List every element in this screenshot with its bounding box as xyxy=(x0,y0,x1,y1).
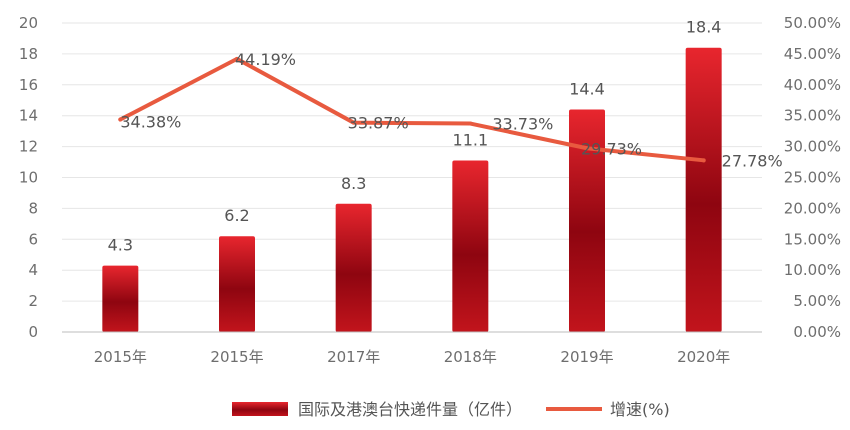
bar xyxy=(569,109,605,333)
line-point xyxy=(351,120,356,125)
right-axis-tick-label: 5.00% xyxy=(793,292,841,310)
x-axis-tick-label: 2015年 xyxy=(210,348,263,366)
line-data-label: 33.73% xyxy=(492,115,553,134)
line-point xyxy=(118,117,123,122)
left-y-axis: 0 2 4 6 8 10 12 14 16 18 20 xyxy=(19,14,38,341)
line-data-label: 27.78% xyxy=(722,151,783,170)
bar-data-label: 6.2 xyxy=(224,206,249,225)
legend-label-bars: 国际及港澳台快递件量（亿件） xyxy=(298,400,522,419)
line-series: 34.38% 44.19% 33.87% 33.73% 29.73% 27.78% xyxy=(118,50,783,170)
growth-rate-line xyxy=(118,56,706,163)
bar xyxy=(219,236,255,332)
bar-series: 4.3 6.2 8.3 11.1 14.4 18.4 xyxy=(102,18,722,333)
left-axis-tick-label: 16 xyxy=(19,76,38,94)
left-axis-tick-label: 14 xyxy=(19,107,38,125)
gridlines xyxy=(62,22,762,333)
bar-data-label: 18.4 xyxy=(686,18,722,37)
line-data-label: 29.73% xyxy=(581,139,642,158)
bar xyxy=(102,265,139,332)
x-axis-tick-label: 2017年 xyxy=(327,348,380,366)
left-axis-tick-label: 10 xyxy=(19,169,38,187)
right-axis-tick-label: 25.00% xyxy=(784,169,841,187)
x-axis: 2015年 2015年 2017年 2018年 2019年 2020年 xyxy=(62,331,762,366)
right-axis-tick-label: 10.00% xyxy=(784,261,841,279)
legend: 国际及港澳台快递件量（亿件） 增速(%) xyxy=(232,400,670,419)
left-axis-tick-label: 2 xyxy=(28,292,38,310)
right-axis-tick-label: 40.00% xyxy=(784,76,841,94)
x-axis-tick-label: 2019年 xyxy=(560,348,613,366)
left-axis-tick-label: 4 xyxy=(28,261,38,279)
right-axis-tick-label: 45.00% xyxy=(784,45,841,63)
bar-data-label: 11.1 xyxy=(453,131,489,150)
right-y-axis: 0.00% 5.00% 10.00% 15.00% 20.00% 25.00% 30.00%… xyxy=(784,14,841,341)
bar-data-label: 8.3 xyxy=(341,174,366,193)
x-axis-tick-label: 2018年 xyxy=(444,348,497,366)
right-axis-tick-label: 30.00% xyxy=(784,138,841,156)
right-axis-tick-label: 0.00% xyxy=(793,323,841,341)
left-axis-tick-label: 8 xyxy=(28,199,38,217)
legend-label-line: 增速(%) xyxy=(610,400,670,419)
line-point xyxy=(468,121,473,126)
bar-data-label: 14.4 xyxy=(569,80,605,99)
right-axis-tick-label: 15.00% xyxy=(784,230,841,248)
left-axis-tick-label: 0 xyxy=(28,323,38,341)
right-axis-tick-label: 20.00% xyxy=(784,199,841,217)
bar xyxy=(452,160,489,332)
right-axis-tick-label: 50.00% xyxy=(784,14,841,32)
x-axis-tick-label: 2020年 xyxy=(677,348,730,366)
left-axis-tick-label: 20 xyxy=(19,14,38,32)
line-point xyxy=(585,146,589,151)
left-axis-tick-label: 18 xyxy=(19,45,38,63)
bar-data-label: 4.3 xyxy=(108,236,133,255)
line-data-label: 33.87% xyxy=(348,114,409,133)
line-point xyxy=(235,56,239,61)
right-axis-tick-label: 35.00% xyxy=(784,107,841,125)
bar xyxy=(335,203,372,332)
bar xyxy=(685,47,722,332)
line-data-label: 44.19% xyxy=(235,50,296,69)
legend-swatch-bars xyxy=(232,402,288,416)
line-data-label: 34.38% xyxy=(120,113,181,132)
left-axis-tick-label: 6 xyxy=(28,230,38,248)
x-axis-tick-label: 2015年 xyxy=(94,348,147,366)
left-axis-tick-label: 12 xyxy=(19,138,38,156)
line-point xyxy=(701,158,706,163)
